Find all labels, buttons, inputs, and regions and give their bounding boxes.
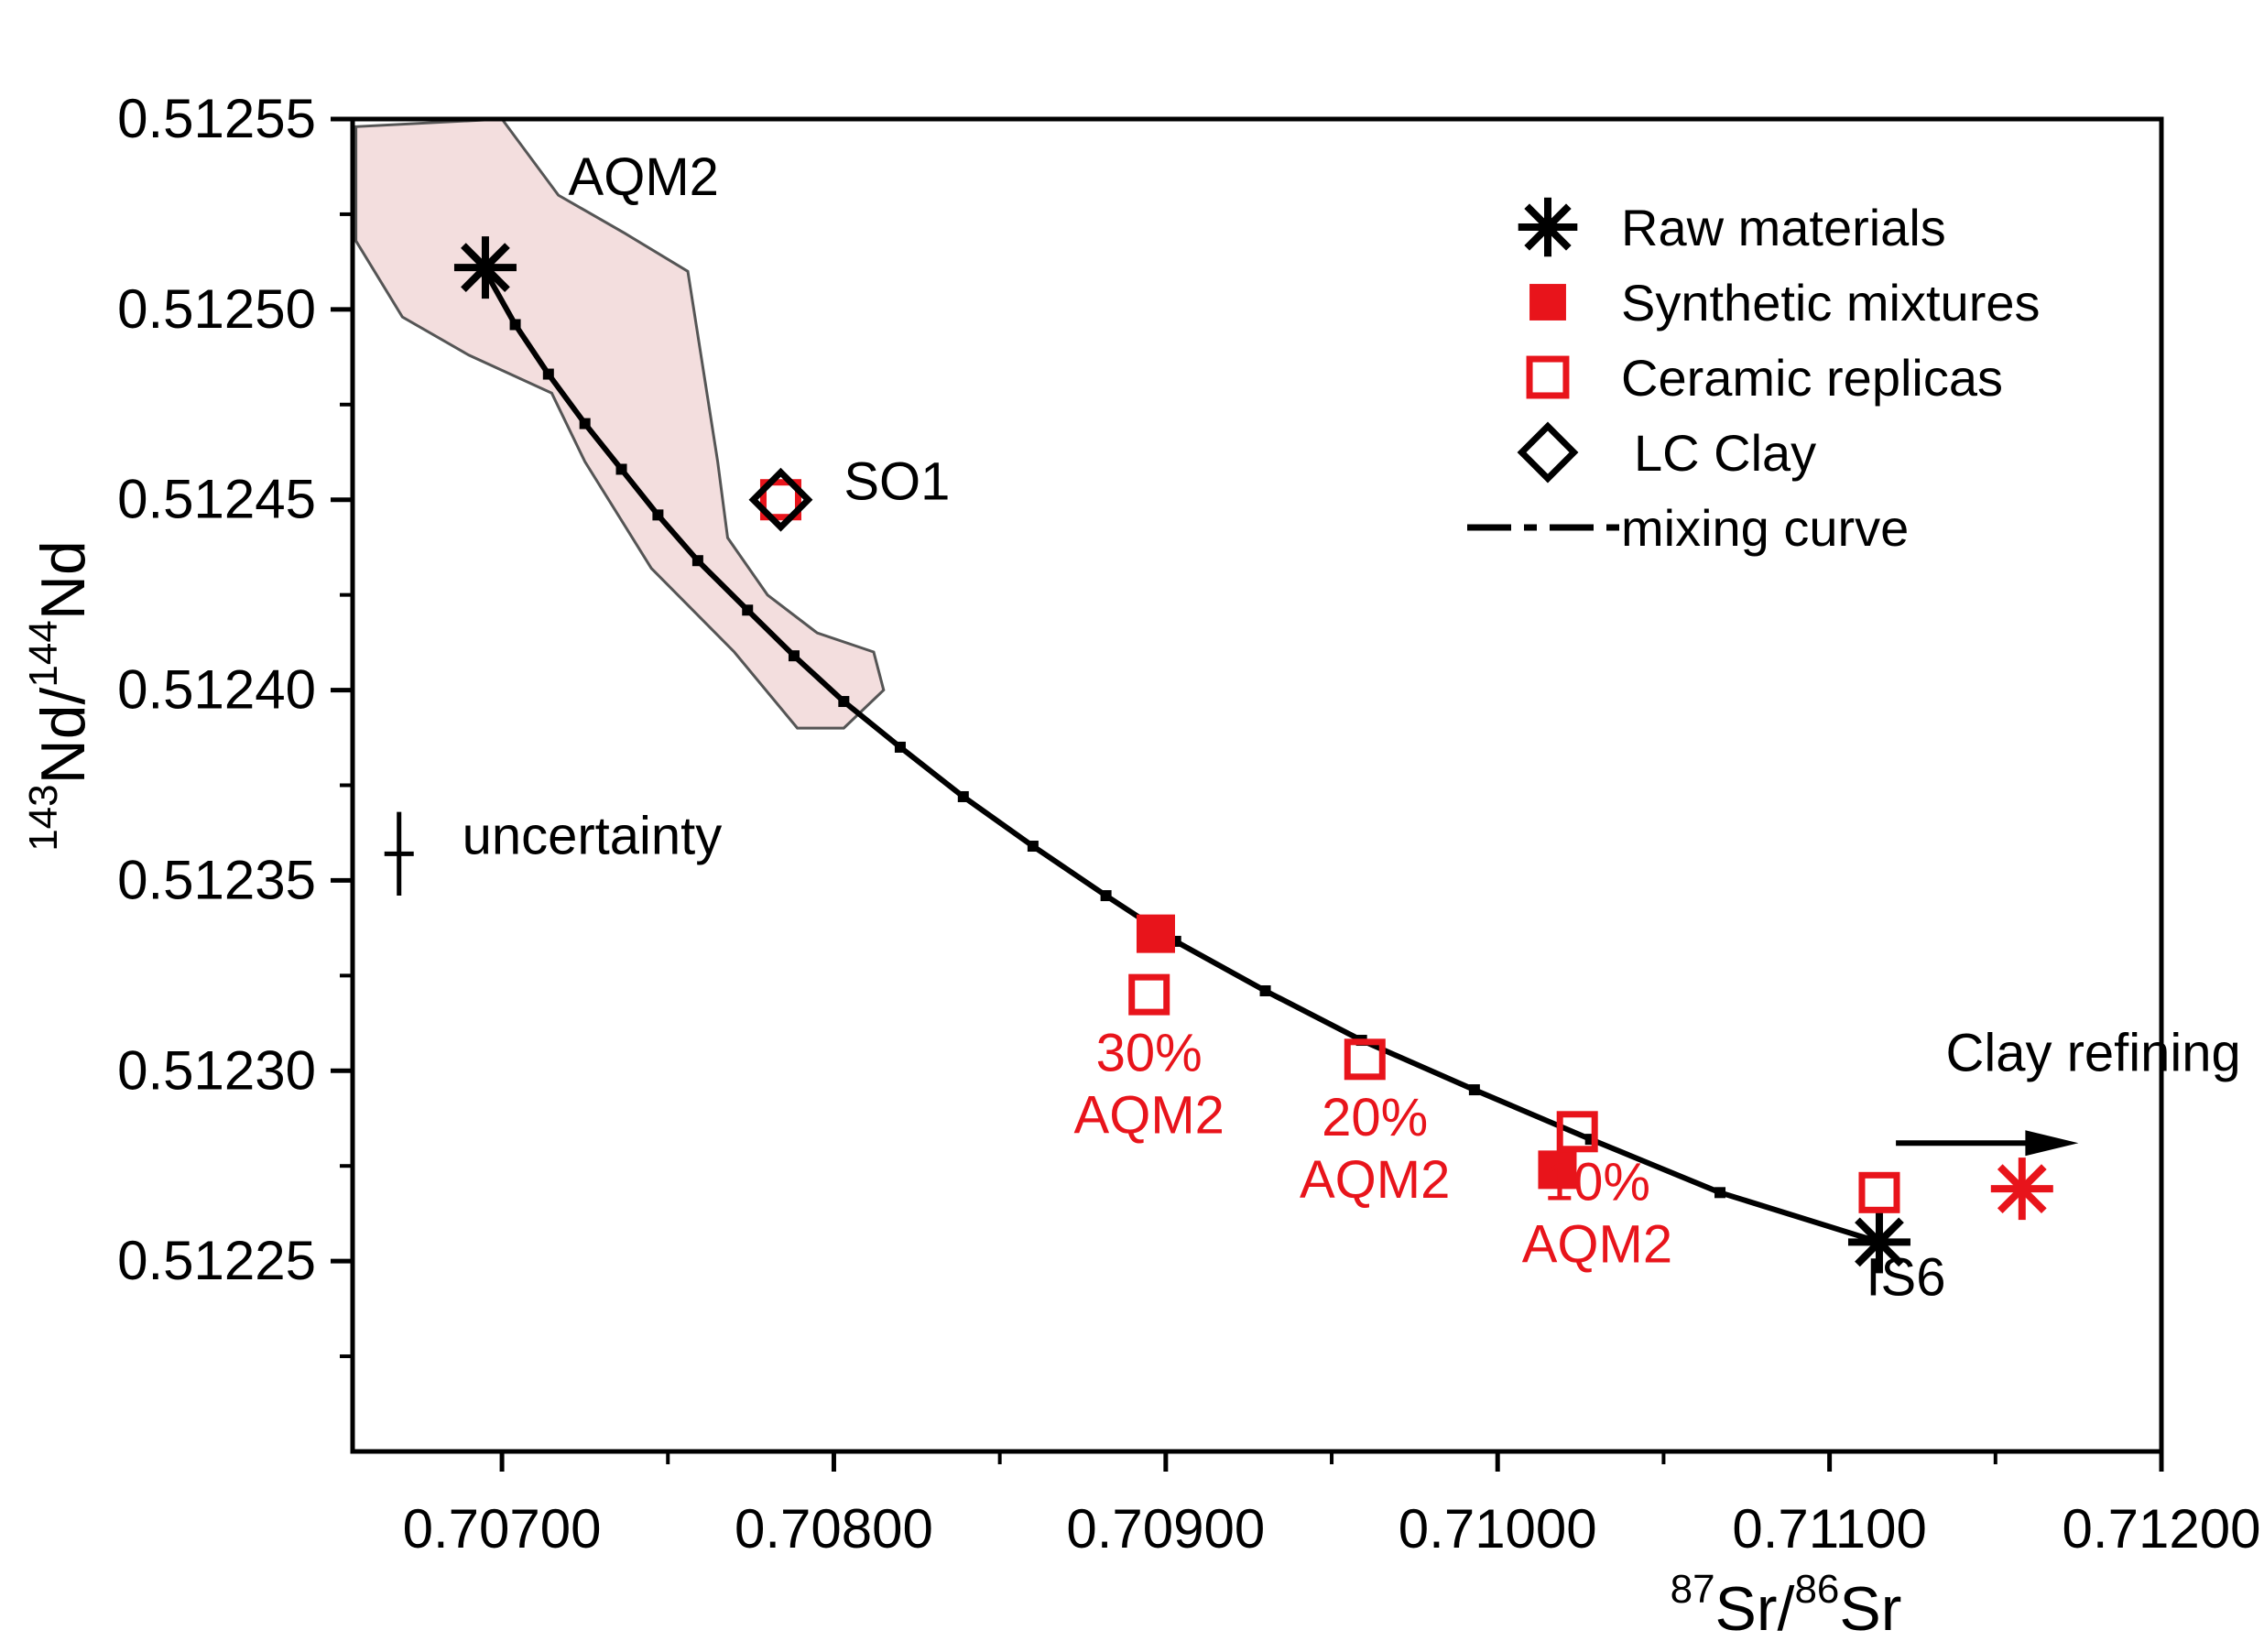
refined-clay-point-stroke-3 bbox=[1997, 1164, 2047, 1214]
legend-swatch-raw-materials-stroke-3 bbox=[1524, 203, 1572, 251]
clay-refining-arrow-head bbox=[2025, 1130, 2079, 1157]
mixing-curve-node bbox=[542, 368, 554, 380]
annotation-mix10-line-2: AQM2 bbox=[1522, 1215, 1672, 1275]
legend-label-raw-materials: Raw materials bbox=[1621, 199, 1946, 256]
y-tick-label: 0.51235 bbox=[117, 849, 316, 910]
y-tick-label: 0.51250 bbox=[117, 278, 316, 340]
legend-label-lc-clay: LC Clay bbox=[1634, 424, 1816, 482]
x-tick-label: 0.71200 bbox=[2063, 1498, 2261, 1560]
mixing-curve-node bbox=[615, 463, 627, 475]
x-axis-title-main1: Sr/ bbox=[1715, 1574, 1795, 1644]
raw-materials-point-stroke-3 bbox=[461, 243, 510, 292]
x-axis-title-main2: Sr bbox=[1839, 1574, 1901, 1644]
annotation-mix10-line-1: 10% bbox=[1544, 1153, 1650, 1212]
mixing-curve-node bbox=[838, 696, 850, 708]
raw-materials-point bbox=[453, 236, 517, 299]
legend-swatch-ceramic-replicas bbox=[1526, 355, 1570, 399]
annotation-mix20-line-1: 20% bbox=[1322, 1088, 1428, 1147]
legend-label-ceramic-replicas: Ceramic replicas bbox=[1621, 349, 2003, 407]
x-tick-label: 0.71000 bbox=[1399, 1498, 1597, 1560]
y-axis-title-main2: Nd bbox=[28, 540, 98, 620]
axes-layer: 0.70700 0.70800 0.70900 0.71000 0.71100 0.712… bbox=[117, 88, 2260, 1560]
mixing-curve-node bbox=[691, 555, 703, 567]
annotation-mix30-line-2: AQM2 bbox=[1074, 1085, 1225, 1145]
legend-label-mixing-curve: mixing curve bbox=[1621, 499, 1909, 557]
legend: Raw materials Synthetic mixtures Ceramic r… bbox=[1467, 197, 2041, 557]
synthetic-mixtures-point bbox=[1136, 914, 1175, 953]
y-tick-label: 0.51240 bbox=[117, 659, 316, 721]
raw-materials-point-stroke-3 bbox=[1855, 1217, 1904, 1267]
y-axis-title: 143Nd/144Nd bbox=[21, 540, 98, 852]
mixing-curve-node bbox=[742, 604, 754, 616]
legend-swatch-raw-materials bbox=[1518, 197, 1578, 257]
x-tick-label: 0.70900 bbox=[1066, 1498, 1265, 1560]
x-tick-label: 0.70700 bbox=[403, 1498, 602, 1560]
mixing-curve-node bbox=[579, 418, 591, 429]
refined-clay-point bbox=[1990, 1157, 2053, 1221]
aqm2-field-layer bbox=[354, 117, 886, 730]
mixing-curve-node bbox=[1027, 841, 1039, 853]
lc-clay-point bbox=[748, 467, 813, 532]
x-tick-label: 0.71100 bbox=[1732, 1498, 1926, 1560]
y-axis-title-sup1: 143 bbox=[21, 784, 66, 851]
mixing-curve-node bbox=[1468, 1084, 1480, 1096]
annotation-aqm2: AQM2 bbox=[569, 147, 719, 207]
ceramic-replicas-point bbox=[1344, 1038, 1386, 1081]
legend-label-synthetic-mixtures: Synthetic mixtures bbox=[1621, 274, 2041, 331]
y-tick-label: 0.51255 bbox=[117, 88, 316, 149]
mixing-curve-node bbox=[652, 509, 664, 521]
mixing-curve-node bbox=[957, 790, 969, 802]
annotation-is6: IS6 bbox=[1866, 1248, 1945, 1308]
synthetic-mixtures-point bbox=[1538, 1150, 1577, 1190]
ceramic-replicas-point bbox=[1858, 1171, 1900, 1213]
annotation-so1: SO1 bbox=[844, 452, 950, 512]
x-tick-label: 0.70800 bbox=[735, 1498, 933, 1560]
y-tick-label: 0.51225 bbox=[117, 1230, 316, 1291]
raw-materials-point bbox=[1847, 1211, 1910, 1274]
mixing-curve-layer bbox=[479, 266, 1885, 1248]
mixing-curve-node bbox=[894, 741, 906, 753]
ceramic-replicas-point bbox=[759, 479, 801, 521]
data-points-layer bbox=[453, 236, 2053, 1274]
mixing-curve-node bbox=[1714, 1187, 1726, 1199]
y-tick-label: 0.51230 bbox=[117, 1039, 316, 1101]
mixing-curve-node bbox=[1259, 984, 1271, 996]
y-tick-label: 0.51245 bbox=[117, 469, 316, 530]
mixing-curve-node bbox=[1100, 890, 1112, 902]
x-axis-title: 87Sr/86Sr bbox=[1671, 1567, 1902, 1644]
mixing-curve-node bbox=[509, 319, 521, 331]
legend-swatch-synthetic-mixtures bbox=[1529, 284, 1566, 321]
ceramic-replicas-point bbox=[1556, 1111, 1598, 1153]
legend-swatch-lc-clay bbox=[1517, 421, 1579, 484]
annotation-mix30-line-1: 30% bbox=[1096, 1023, 1203, 1082]
ceramic-replicas-point bbox=[1128, 973, 1170, 1016]
annotation-uncertainty: uncertainty bbox=[463, 806, 723, 865]
annotation-clay-refining: Clay refining bbox=[1945, 1023, 2240, 1082]
annotation-mix20-line-2: AQM2 bbox=[1300, 1150, 1450, 1210]
aqm2-field-polygon bbox=[354, 117, 886, 730]
y-axis-title-main1: Nd/ bbox=[28, 687, 98, 784]
x-axis-title-sup1: 87 bbox=[1671, 1567, 1715, 1612]
mixing-curve-node bbox=[788, 650, 800, 662]
x-axis-title-sup2: 86 bbox=[1794, 1567, 1839, 1612]
y-axis-title-sup2: 144 bbox=[21, 620, 66, 687]
